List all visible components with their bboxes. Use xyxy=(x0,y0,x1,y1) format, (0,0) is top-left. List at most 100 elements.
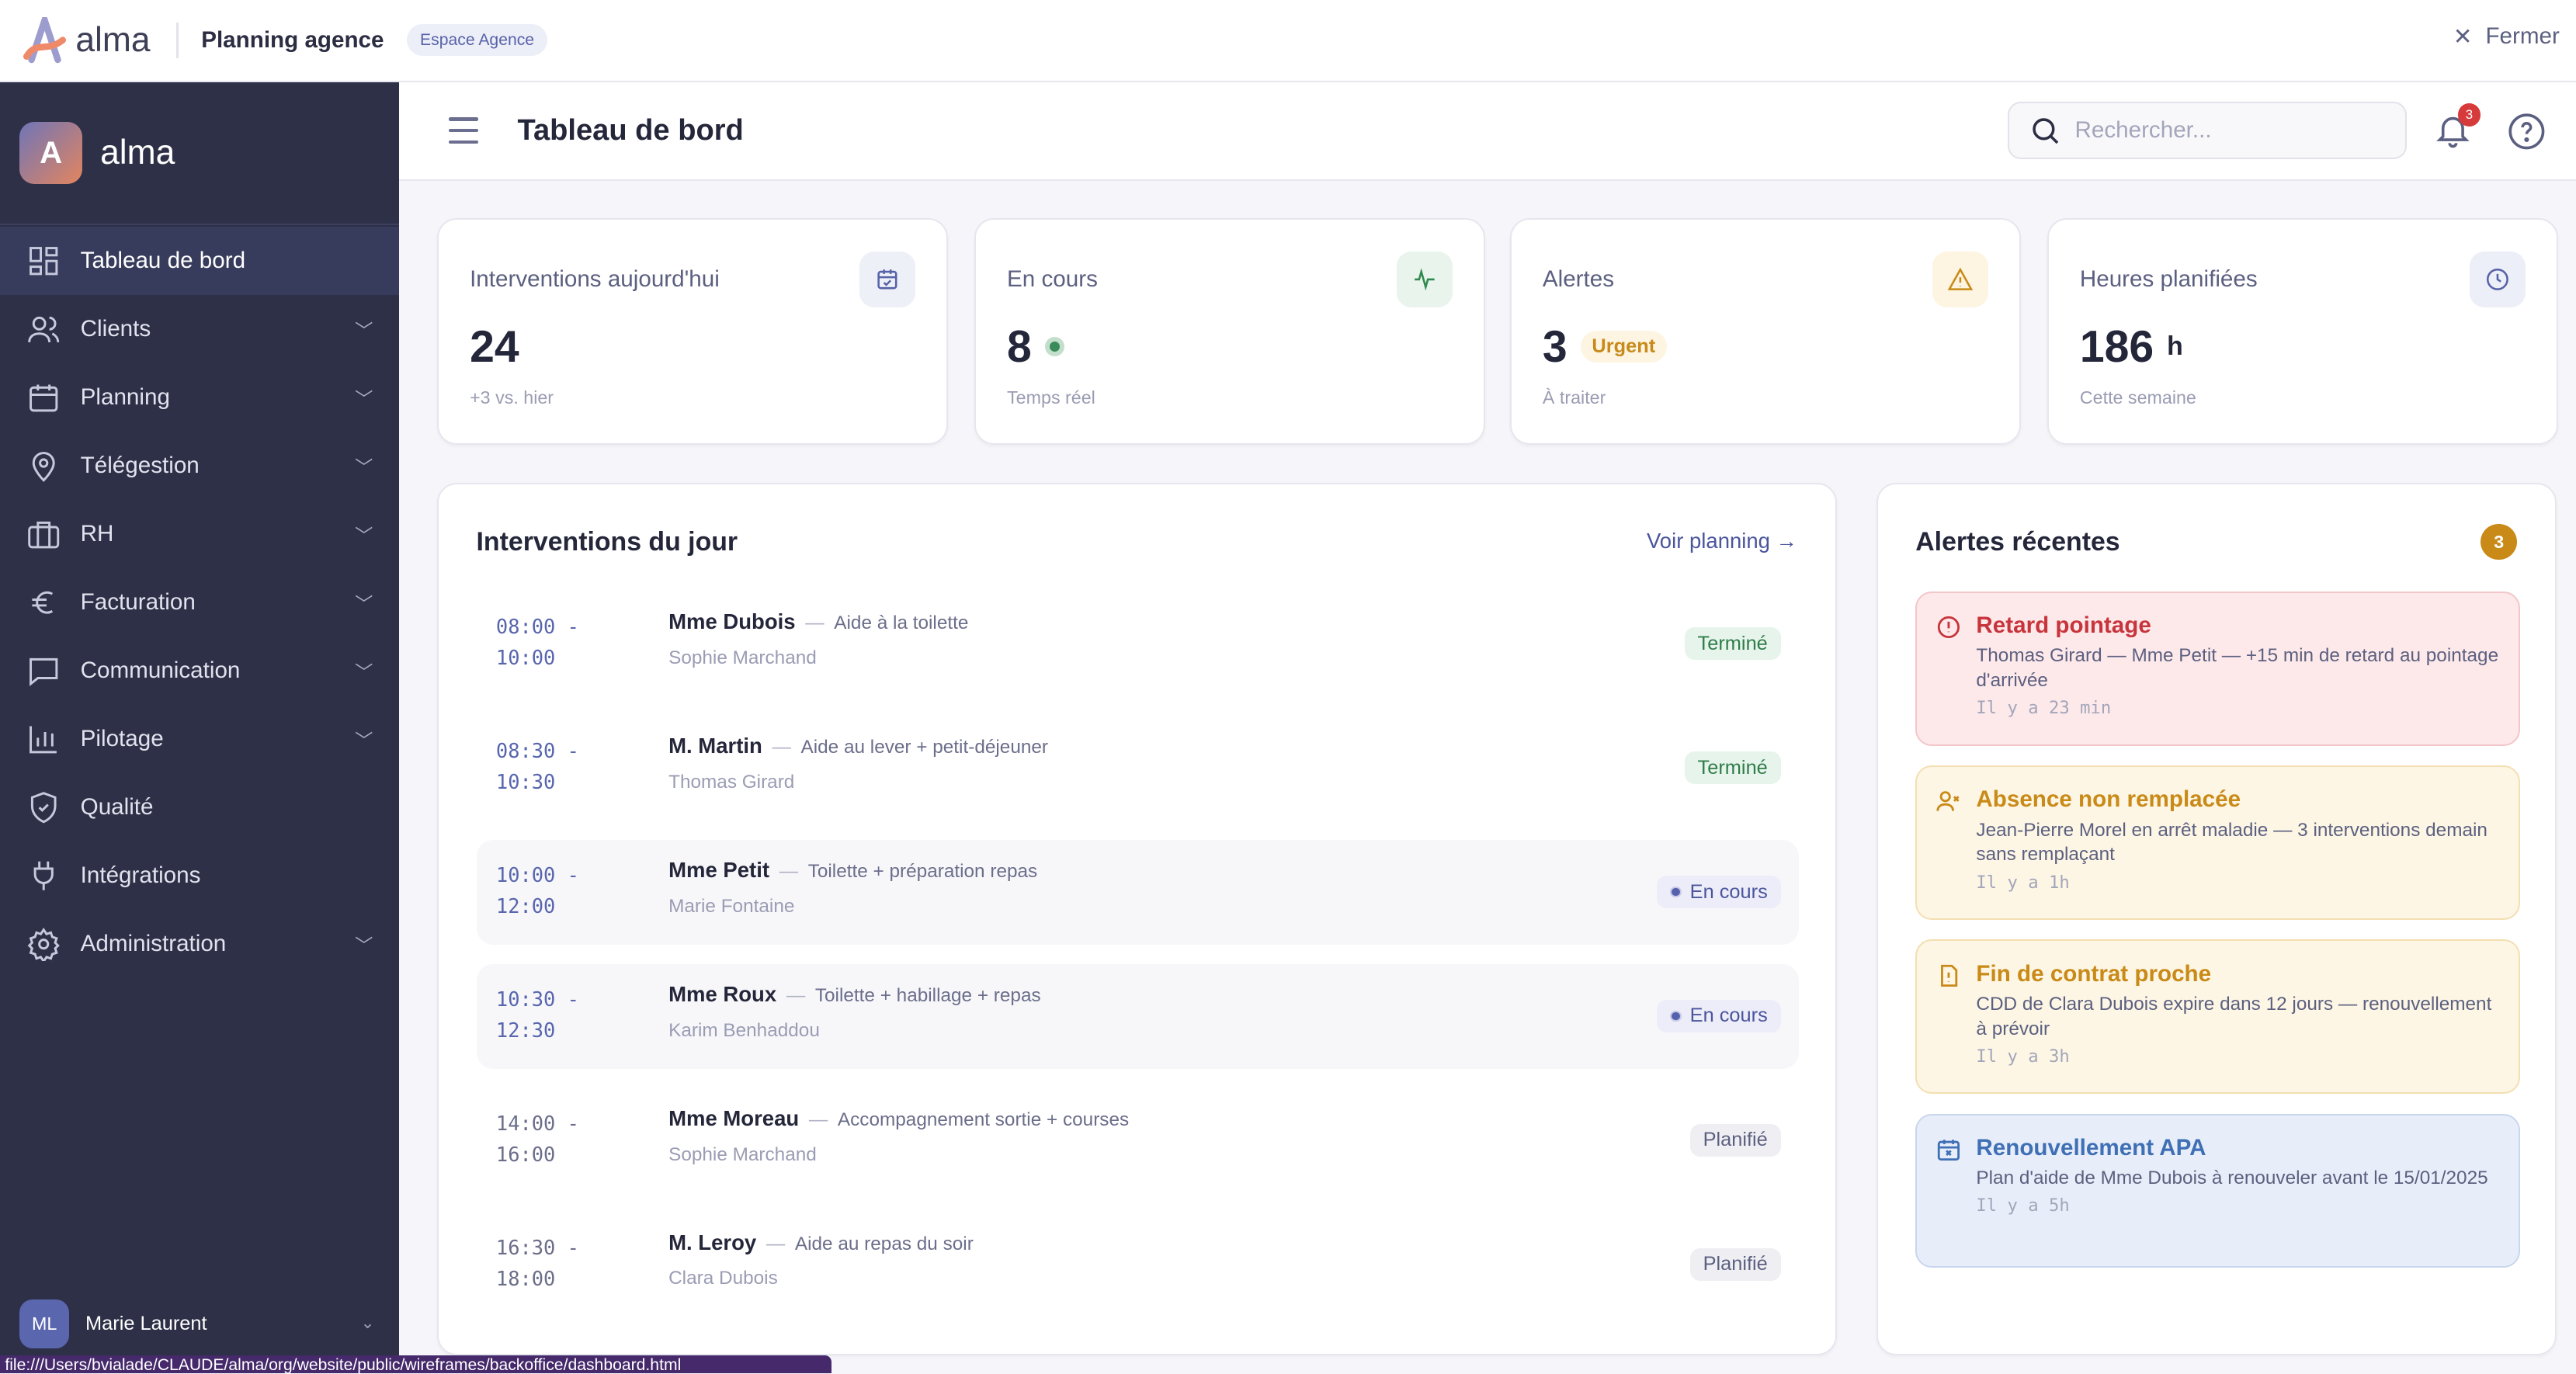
intervention-row[interactable]: 14:00 - 16:00 Mme Moreau — Accompagnement … xyxy=(477,1088,1799,1193)
caregiver-name: Karim Benhaddou xyxy=(668,1019,820,1041)
app-title: Planning agence xyxy=(201,26,384,53)
gear-icon xyxy=(27,927,60,962)
client-name: Mme Moreau xyxy=(668,1105,800,1130)
sidebar-item-pilotage[interactable]: Pilotage ﹀ xyxy=(0,705,399,773)
intervention-row[interactable]: 10:30 - 12:30 Mme Roux — Toilette + habill… xyxy=(476,963,1799,1070)
sidebar-item-integrations[interactable]: Intégrations xyxy=(0,841,399,910)
intervention-type: Toilette + préparation repas xyxy=(807,860,1038,882)
chevron-down-icon: ﹀ xyxy=(355,662,373,683)
intervention-type: Toilette + habillage + repas xyxy=(814,984,1041,1006)
sidebar-item-qualite[interactable]: Qualité xyxy=(0,773,399,841)
status-badge: Terminé xyxy=(1684,751,1781,784)
sidebar-item-label: Tableau de bord xyxy=(80,248,246,273)
alert-item[interactable]: Retard pointage Thomas Girard — Mme Peti… xyxy=(1915,591,2520,746)
alma-logo-icon xyxy=(23,17,66,64)
sidebar-item-communication[interactable]: Communication ﹀ xyxy=(0,637,399,705)
status-label: En cours xyxy=(1689,1004,1768,1027)
close-label: Fermer xyxy=(2485,23,2560,50)
end-time: 16:00 xyxy=(495,1143,556,1167)
page-header: Tableau de bord Rechercher... 3 xyxy=(399,82,2576,181)
stat-card: Alertes 3 Urgent À traiter xyxy=(1509,218,2021,446)
sidebar-item-facturation[interactable]: Facturation ﹀ xyxy=(0,568,399,637)
sidebar-item-label: Pilotage xyxy=(80,726,164,752)
alerts-count-badge: 3 xyxy=(2481,523,2517,560)
end-time: 10:00 xyxy=(495,646,556,670)
warning-icon xyxy=(1932,251,1988,307)
sidebar-logo[interactable]: A alma xyxy=(0,82,400,225)
map-pin-icon xyxy=(32,451,55,482)
caregiver-name: Marie Fontaine xyxy=(668,895,795,917)
bell-icon[interactable] xyxy=(2433,110,2473,150)
bar-chart-icon xyxy=(29,726,57,754)
alert-item[interactable]: Renouvellement APA Plan d'aide de Mme Du… xyxy=(1915,1113,2520,1268)
file-alert-icon xyxy=(1940,964,1957,987)
alert-time: Il y a 3h xyxy=(1976,1046,2070,1067)
sidebar-item-planning[interactable]: Planning ﹀ xyxy=(0,363,399,432)
divider xyxy=(176,22,179,59)
close-button[interactable]: ✕ Fermer xyxy=(2453,23,2560,50)
sidebar-nav: Tableau de bord Clients ﹀ Planning ﹀ Télégest… xyxy=(0,225,400,978)
time-range: 10:00 - 12:00 xyxy=(496,859,579,921)
sidebar-item-label: Télégestion xyxy=(80,453,200,479)
client-name: M. Leroy xyxy=(668,1230,757,1254)
brand-logo[interactable]: alma xyxy=(23,17,151,64)
chevron-down-icon: ﹀ xyxy=(355,730,373,751)
chevron-down-icon: ﹀ xyxy=(355,389,373,410)
start-time: 10:30 - xyxy=(495,987,579,1011)
urgent-badge: Urgent xyxy=(1580,330,1667,363)
briefcase-icon xyxy=(28,521,60,549)
client-name: M. Martin xyxy=(668,733,762,758)
intervention-row[interactable]: 16:30 - 18:00 M. Leroy — Aide au repas du … xyxy=(477,1213,1799,1317)
sidebar-item-clients[interactable]: Clients ﹀ xyxy=(0,295,399,363)
stat-sub: Temps réel xyxy=(1007,387,1095,408)
stat-card: Interventions aujourd'hui 24 +3 vs. hier xyxy=(436,218,948,446)
stat-card: En cours 8 Temps réel xyxy=(974,218,1485,446)
stat-unit: h xyxy=(2167,331,2183,361)
sidebar-item-administration[interactable]: Administration ﹀ xyxy=(0,910,399,978)
status-label: En cours xyxy=(1689,880,1768,903)
status-badge: Terminé xyxy=(1684,627,1781,660)
interventions-title: Interventions du jour xyxy=(476,527,738,557)
interventions-panel: Interventions du jour Voir planning → 08… xyxy=(436,483,1837,1355)
sidebar-item-rh[interactable]: RH ﹀ xyxy=(0,500,399,568)
live-dot xyxy=(1044,336,1065,357)
close-icon: ✕ xyxy=(2453,23,2473,50)
intervention-row[interactable]: 08:30 - 10:30 M. Martin — Aide au lever + … xyxy=(477,716,1799,821)
caregiver-name: Clara Dubois xyxy=(668,1268,778,1289)
user-x-icon xyxy=(1935,791,1960,812)
alert-description: Jean-Pierre Morel en arrêt maladie — 3 i… xyxy=(1976,819,2487,866)
alert-circle-icon xyxy=(1937,616,1960,639)
alert-description: Thomas Girard — Mme Petit — +15 min de r… xyxy=(1976,645,2499,692)
menu-icon[interactable] xyxy=(448,117,478,144)
intervention-row[interactable]: 10:00 - 12:00 Mme Petit — Toilette + prépa… xyxy=(476,839,1799,945)
end-time: 12:30 xyxy=(495,1018,556,1043)
search-placeholder: Rechercher... xyxy=(2074,117,2212,144)
alert-title: Retard pointage xyxy=(1976,612,2151,639)
sidebar-item-label: Intégrations xyxy=(80,862,201,889)
top-bar: alma Planning agence Espace Agence ✕ Ferm… xyxy=(0,0,2576,82)
calendar-x-icon xyxy=(1937,1140,1960,1161)
search-input[interactable]: Rechercher... xyxy=(2007,102,2408,160)
alerts-title: Alertes récentes xyxy=(1915,527,2120,557)
sidebar-item-label: Administration xyxy=(80,931,227,957)
sidebar-item-label: RH xyxy=(80,521,114,547)
logo-avatar: A xyxy=(19,121,82,185)
sidebar-item-tableau-de-bord[interactable]: Tableau de bord xyxy=(0,227,400,296)
intervention-row[interactable]: 08:00 - 10:00 Mme Dubois — Aide à la toile… xyxy=(477,592,1799,696)
brand-name: alma xyxy=(75,20,151,59)
stat-label: Heures planifiées xyxy=(2079,265,2258,292)
sidebar-item-telegestion[interactable]: Télégestion ﹀ xyxy=(0,432,399,500)
stat-value: 8 xyxy=(1007,321,1032,372)
user-menu[interactable]: ML Marie Laurent ⌄ xyxy=(19,1299,381,1349)
alert-title: Fin de contrat proche xyxy=(1976,960,2212,987)
intervention-type: Aide au repas du soir xyxy=(794,1233,974,1254)
user-name: Marie Laurent xyxy=(85,1313,207,1335)
alert-item[interactable]: Absence non remplacée Jean-Pierre Morel … xyxy=(1915,765,2520,920)
intervention-type: Aide au lever + petit-déjeuner xyxy=(800,736,1049,758)
status-badge: En cours xyxy=(1657,1000,1781,1032)
alert-item[interactable]: Fin de contrat proche CDD de Clara Duboi… xyxy=(1915,939,2520,1095)
stat-label: Alertes xyxy=(1542,265,1615,292)
help-icon[interactable] xyxy=(2507,112,2546,151)
stat-sub: À traiter xyxy=(1542,387,1606,408)
view-planning-link[interactable]: Voir planning → xyxy=(1646,529,1798,553)
